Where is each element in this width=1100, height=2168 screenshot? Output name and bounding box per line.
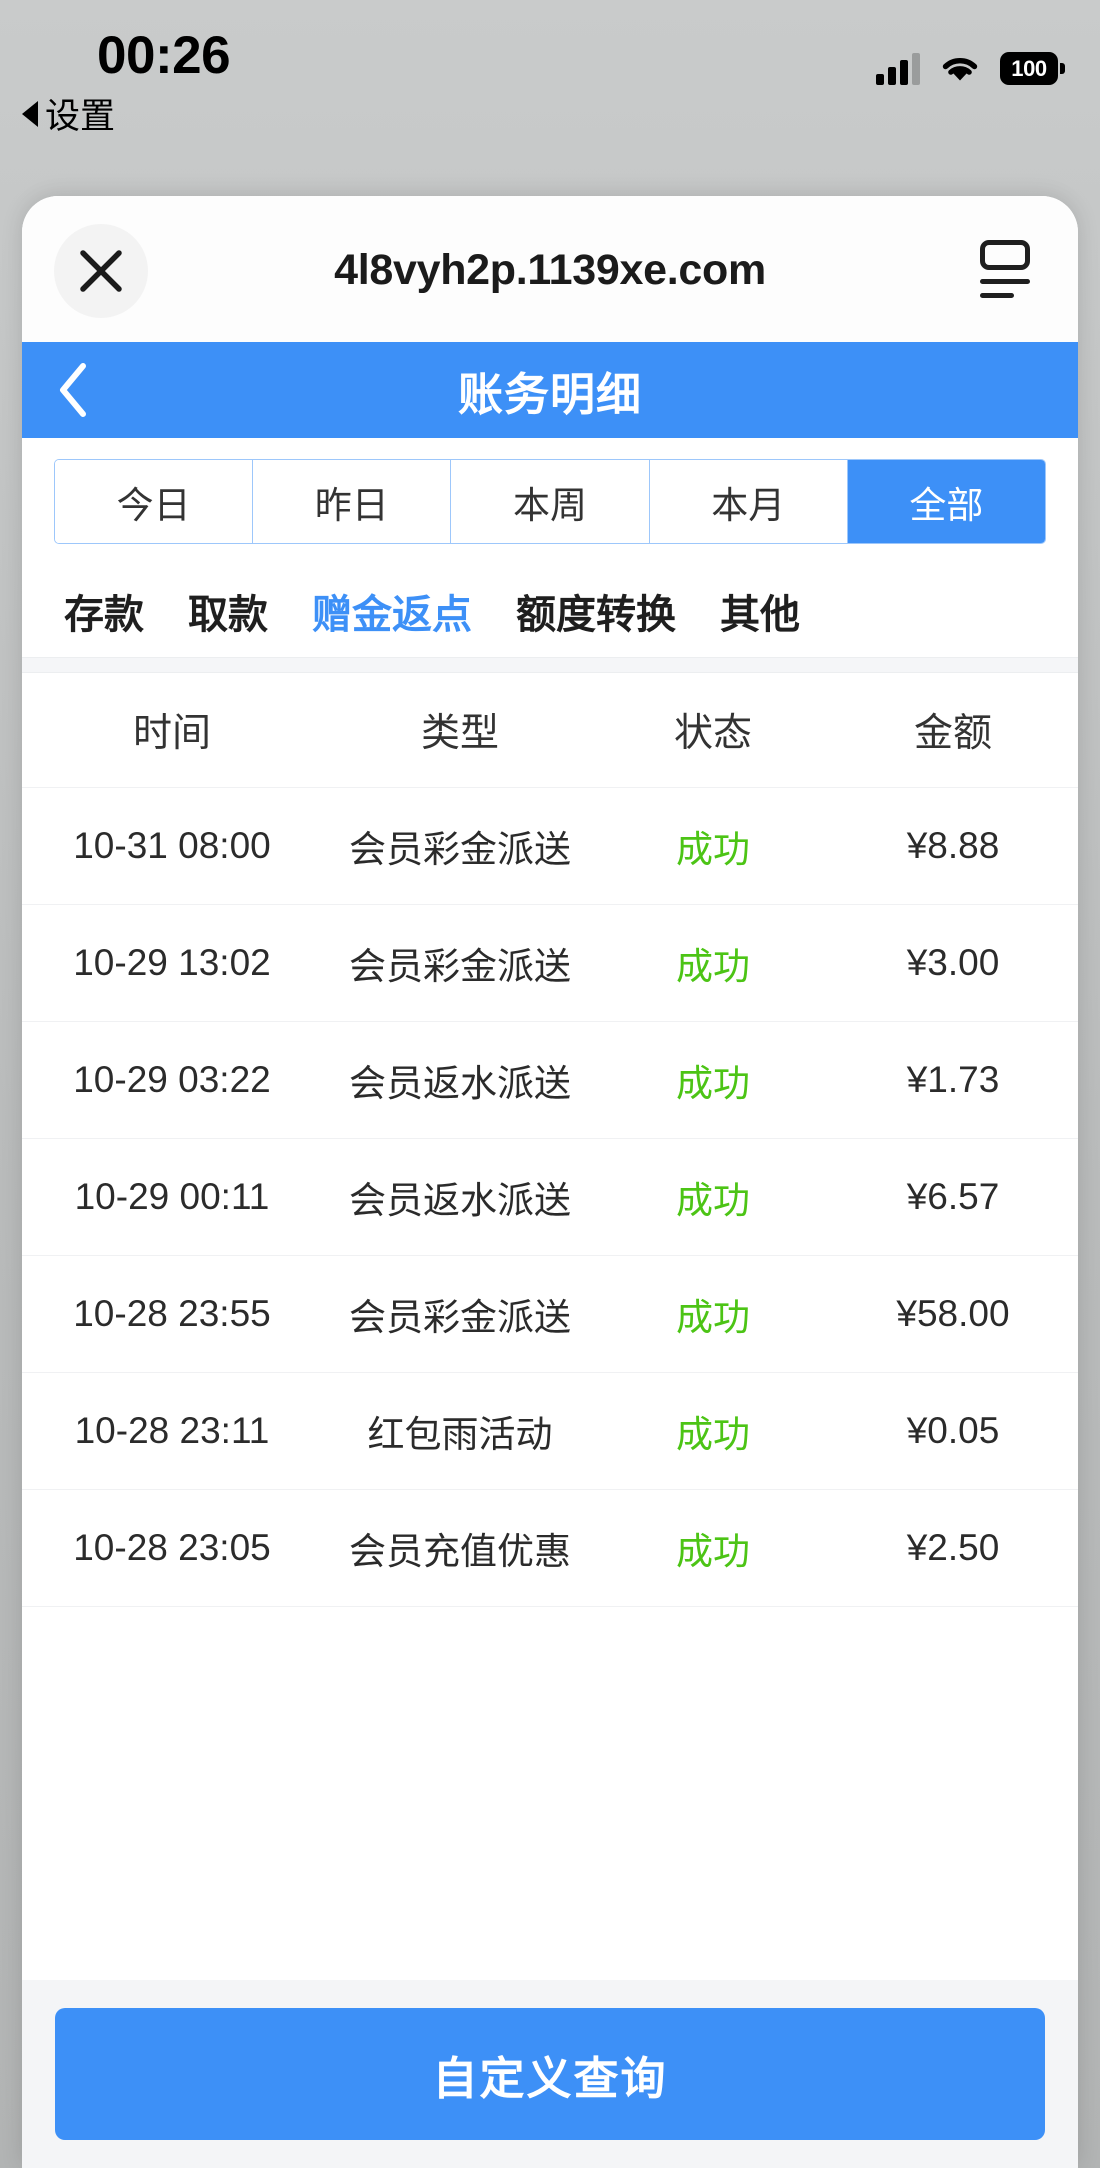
date-filter-this-month[interactable]: 本月 xyxy=(649,460,848,543)
tab-withdraw[interactable]: 取款 xyxy=(188,593,268,637)
reader-box-shape xyxy=(980,240,1030,270)
cell-time: 10-29 00:11 xyxy=(74,1176,270,1217)
browser-toolbar: 4l8vyh2p.1139xe.com xyxy=(22,196,1078,342)
page-title: 账务明细 xyxy=(457,368,642,420)
status-badge: 成功 xyxy=(676,1531,750,1572)
column-header-type: 类型 xyxy=(420,712,499,755)
date-filter-yesterday[interactable]: 昨日 xyxy=(253,460,452,543)
table-row[interactable]: 10-28 23:55 会员彩金派送 成功 ¥58.00 xyxy=(22,1256,1078,1373)
status-bar-indicators: 100 xyxy=(876,52,1065,85)
cell-time: 10-29 13:02 xyxy=(73,942,271,983)
transactions-table: 时间 类型 状态 金额 10-31 08:00 会员彩金派送 成功 ¥8.88 … xyxy=(22,673,1078,1607)
cell-amount: ¥1.73 xyxy=(906,1059,1000,1100)
date-filter-segmented-control[interactable]: 今日 昨日 本周 本月 全部 xyxy=(54,459,1046,544)
cell-type: 会员返水派送 xyxy=(349,1180,571,1221)
column-header-status: 状态 xyxy=(673,712,752,755)
table-row[interactable]: 10-29 13:02 会员彩金派送 成功 ¥3.00 xyxy=(22,905,1078,1022)
tab-bonus-rebate[interactable]: 赠金返点 xyxy=(312,593,472,637)
tab-credit-transfer[interactable]: 额度转换 xyxy=(516,593,676,637)
cell-time: 10-28 23:11 xyxy=(74,1410,270,1451)
table-row[interactable]: 10-29 03:22 会员返水派送 成功 ¥1.73 xyxy=(22,1022,1078,1139)
battery-level-label: 100 xyxy=(1011,55,1047,81)
cell-type: 会员彩金派送 xyxy=(349,946,571,987)
table-row[interactable]: 10-31 08:00 会员彩金派送 成功 ¥8.88 xyxy=(22,788,1078,905)
reader-view-icon[interactable] xyxy=(980,240,1042,298)
nav-back-button[interactable] xyxy=(56,342,116,438)
column-header-amount: 金额 xyxy=(913,712,992,755)
category-tabs: 存款 取款 赠金返点 额度转换 其他 xyxy=(22,565,1078,657)
date-filter-all[interactable]: 全部 xyxy=(847,460,1045,543)
reader-line-1 xyxy=(980,278,1030,284)
back-triangle-icon xyxy=(22,100,38,127)
custom-query-button[interactable]: 自定义查询 xyxy=(55,2008,1045,2140)
table-header-row: 时间 类型 状态 金额 xyxy=(22,673,1078,788)
back-app-label: 设置 xyxy=(45,97,116,136)
cell-type: 会员充值优惠 xyxy=(349,1531,571,1572)
app-nav-bar: 账务明细 xyxy=(22,342,1078,438)
cell-type: 红包雨活动 xyxy=(367,1414,553,1455)
date-filter-this-week[interactable]: 本周 xyxy=(451,460,650,543)
back-to-app-link[interactable]: 设置 xyxy=(22,88,115,139)
cell-type: 会员彩金派送 xyxy=(349,1297,571,1338)
cell-time: 10-31 08:00 xyxy=(73,825,271,866)
cell-time: 10-29 03:22 xyxy=(73,1059,271,1100)
status-badge: 成功 xyxy=(676,1297,750,1338)
cell-type: 会员彩金派送 xyxy=(349,829,571,870)
cellular-bars-icon xyxy=(876,52,920,85)
column-header-time: 时间 xyxy=(132,712,211,755)
cell-amount: ¥8.88 xyxy=(906,825,1000,866)
date-filter-container: 今日 昨日 本周 本月 全部 xyxy=(22,438,1078,565)
status-badge: 成功 xyxy=(676,829,750,870)
cell-amount: ¥0.05 xyxy=(906,1410,1000,1451)
cell-amount: ¥6.57 xyxy=(906,1176,1000,1217)
status-badge: 成功 xyxy=(676,946,750,987)
cell-amount: ¥3.00 xyxy=(906,942,1000,983)
cell-time: 10-28 23:05 xyxy=(73,1527,271,1568)
url-label[interactable]: 4l8vyh2p.1139xe.com xyxy=(334,246,766,294)
status-badge: 成功 xyxy=(676,1414,750,1455)
status-bar-clock: 00:26 xyxy=(97,26,231,85)
cell-amount: ¥58.00 xyxy=(896,1293,1010,1334)
status-badge: 成功 xyxy=(676,1180,750,1221)
reader-line-2 xyxy=(980,293,1014,298)
ios-status-bar: 00:26 设置 100 xyxy=(0,0,1100,200)
cell-time: 10-28 23:55 xyxy=(73,1293,271,1334)
table-row[interactable]: 10-28 23:11 红包雨活动 成功 ¥0.05 xyxy=(22,1373,1078,1490)
cell-amount: ¥2.50 xyxy=(906,1527,1000,1568)
wifi-icon xyxy=(939,53,981,85)
close-icon[interactable] xyxy=(54,224,148,318)
tab-deposit[interactable]: 存款 xyxy=(64,593,144,637)
bottom-action-bar: 自定义查询 xyxy=(22,1980,1078,2168)
cell-type: 会员返水派送 xyxy=(349,1063,571,1104)
tab-other[interactable]: 其他 xyxy=(720,593,800,637)
chevron-left-icon xyxy=(60,363,86,417)
status-badge: 成功 xyxy=(676,1063,750,1104)
section-divider xyxy=(22,657,1078,673)
table-row[interactable]: 10-29 00:11 会员返水派送 成功 ¥6.57 xyxy=(22,1139,1078,1256)
battery-indicator: 100 xyxy=(1000,52,1065,85)
safari-web-sheet: 4l8vyh2p.1139xe.com 账务明细 今日 昨日 本周 本月 全部 … xyxy=(22,196,1078,2168)
table-row[interactable]: 10-28 23:05 会员充值优惠 成功 ¥2.50 xyxy=(22,1490,1078,1607)
date-filter-today[interactable]: 今日 xyxy=(55,460,254,543)
